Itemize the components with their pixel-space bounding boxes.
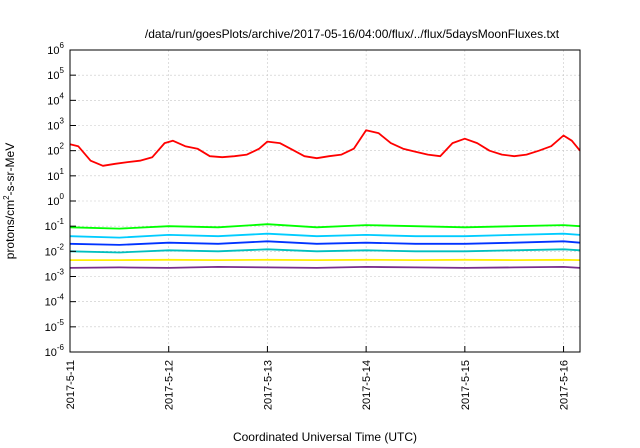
y-axis: 106 105 104 103 102 101 100 10-1 10-2 10-3 10-4 10-…	[45, 41, 76, 359]
x-tick-label: 2017-5-12	[164, 360, 176, 410]
x-tick-label: 2017-5-15	[460, 360, 472, 410]
series-lines	[69, 129, 581, 269]
y-tick-label: 10-5	[45, 318, 65, 334]
y-tick-label: 104	[47, 91, 64, 107]
y-tick-label: 105	[47, 66, 64, 82]
y-tick-label: 101	[47, 167, 64, 183]
y-tick-label: 102	[47, 142, 64, 158]
series-line-5	[69, 248, 581, 254]
x-tick-label: 2017-5-13	[262, 360, 274, 410]
series-line-3	[69, 232, 581, 239]
y-tick-label: 100	[47, 192, 64, 208]
y-tick-label: 10-6	[45, 343, 65, 359]
chart-title: /data/run/goesPlots/archive/2017-05-16/0…	[145, 27, 560, 41]
x-tick-label: 2017-5-14	[361, 360, 373, 410]
y-tick-label: 10-3	[45, 268, 65, 284]
x-tick-label: 2017-5-16	[559, 360, 571, 410]
x-tick-label: 2017-5-11	[65, 360, 77, 409]
series-line-2	[69, 223, 581, 230]
y-tick-label: 106	[47, 41, 64, 57]
y-tick-label: 103	[47, 117, 64, 133]
series-line-7	[69, 265, 581, 269]
y-tick-label: 10-4	[45, 293, 65, 309]
grid	[69, 49, 580, 353]
x-axis: 2017-5-11 2017-5-12 2017-5-13 2017-5-14 2017…	[65, 346, 571, 410]
series-line-1	[69, 129, 581, 167]
x-axis-label: Coordinated Universal Time (UTC)	[233, 430, 417, 444]
series-line-4	[69, 240, 581, 246]
y-axis-label: protons/cm2-s-sr-MeV	[2, 143, 17, 259]
y-tick-label: 10-1	[45, 217, 65, 233]
y-tick-label: 10-2	[45, 242, 65, 258]
